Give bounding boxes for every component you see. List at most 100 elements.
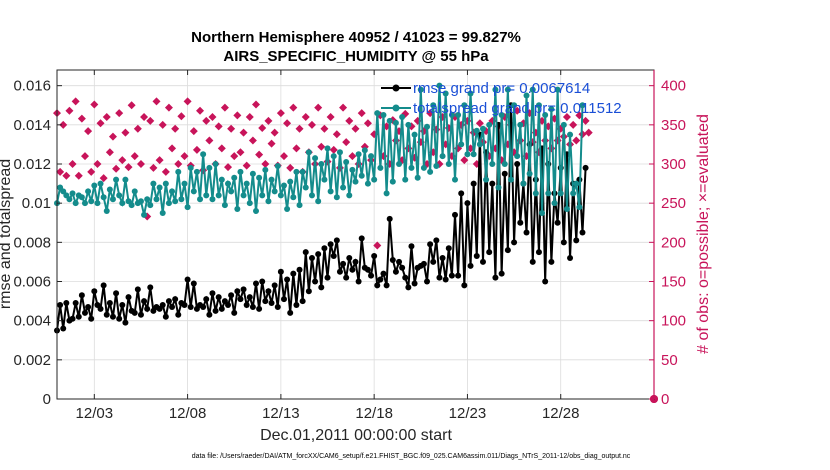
obs-evaluated-marker	[140, 113, 149, 121]
totalspread-point	[66, 196, 73, 203]
legend: rmse grand pr= 0.0067614 totalspread gran…	[381, 80, 622, 117]
totalspread-point	[305, 149, 312, 156]
totalspread-point	[479, 125, 486, 132]
rmse-point	[489, 180, 496, 187]
obs-evaluated-point	[286, 163, 295, 172]
rmse-point	[113, 290, 120, 297]
obs-evaluated-marker	[149, 163, 158, 172]
totalspread-point	[424, 123, 431, 130]
rmse-point	[81, 309, 88, 316]
totalspread-point	[225, 180, 232, 187]
totalspread-point	[184, 204, 191, 211]
obs-evaluated-point	[261, 160, 270, 168]
rmse-point	[486, 249, 493, 256]
y-tick-label: 0	[43, 391, 51, 408]
rmse-point	[119, 302, 126, 308]
rmse-point	[237, 296, 244, 303]
totalspread-point	[271, 188, 278, 195]
obs-evaluated-point	[460, 156, 469, 165]
totalspread-point	[109, 196, 116, 203]
rmse-point	[430, 258, 437, 265]
totalspread-point	[100, 194, 107, 201]
obs-evaluated-marker	[320, 124, 329, 133]
totalspread-point	[486, 121, 493, 128]
totalspread-point	[507, 176, 514, 183]
obs-evaluated-point	[348, 152, 357, 161]
obs-evaluated-marker	[329, 145, 338, 154]
obs-evaluated-point	[572, 136, 581, 145]
obs-evaluated-marker	[62, 171, 71, 180]
rmse-point	[324, 274, 331, 281]
totalspread-point	[137, 198, 144, 205]
obs-evaluated-marker	[68, 160, 77, 168]
obs-evaluated-point	[205, 136, 214, 145]
obs-evaluated-marker	[345, 116, 354, 125]
totalspread-point	[567, 131, 574, 138]
totalspread-point	[511, 102, 518, 109]
totalspread-point	[405, 121, 412, 128]
obs-evaluated-marker	[161, 167, 170, 176]
obs-evaluated-point	[87, 167, 96, 176]
obs-evaluated-marker	[373, 241, 382, 250]
obs-evaluated-marker	[65, 106, 74, 115]
rmse-point	[455, 272, 462, 279]
rmse-point	[492, 274, 499, 281]
chart-title-line1: Northern Hemisphere 40952 / 41023 = 99.8…	[191, 29, 521, 46]
rmse-point	[172, 296, 179, 303]
rmse-point	[542, 278, 549, 285]
obs-evaluated-point	[357, 109, 366, 118]
obs-evaluated-point	[74, 171, 83, 180]
totalspread-point	[321, 176, 328, 183]
totalspread-point	[408, 164, 415, 171]
totalspread-point	[119, 200, 126, 207]
rmse-point	[147, 284, 154, 291]
totalspread-point	[231, 174, 238, 181]
rmse-point	[109, 313, 116, 320]
totalspread-point	[361, 147, 368, 154]
totalspread-point	[520, 180, 527, 187]
obs-evaluated-point	[102, 113, 111, 121]
obs-evaluated-marker	[357, 109, 366, 118]
totalspread-point	[131, 188, 138, 195]
obs-evaluated-marker	[118, 156, 127, 165]
obs-evaluated-marker	[264, 116, 273, 125]
obs-evaluated-point	[345, 116, 354, 125]
rmse-point	[280, 296, 287, 303]
obs-evaluated-point	[584, 128, 593, 137]
rmse-point	[315, 251, 322, 258]
totalspread-point	[277, 192, 284, 199]
obs-evaluated-marker	[136, 160, 145, 168]
rmse-point	[517, 219, 524, 226]
obs-evaluated-point	[242, 161, 251, 170]
totalspread-point	[461, 102, 468, 109]
totalspread-point	[433, 162, 440, 169]
totalspread-point	[532, 190, 539, 197]
totalspread-point	[560, 121, 567, 128]
totalspread-point	[315, 198, 322, 205]
obs-evaluated-point	[236, 148, 245, 157]
rmse-point	[399, 264, 406, 271]
rmse-point	[100, 282, 107, 289]
x-tick-label: 12/23	[449, 405, 487, 422]
obs-evaluated-marker	[258, 123, 267, 132]
y-right-tick-label: 0	[661, 391, 669, 408]
totalspread-point	[165, 200, 172, 207]
obs-evaluated-marker	[214, 122, 223, 131]
totalspread-point	[498, 112, 505, 119]
y-tick-label: 0.016	[13, 78, 51, 95]
rmse-point	[262, 298, 269, 305]
totalspread-point	[452, 176, 458, 183]
totalspread-point	[371, 176, 378, 183]
obs-evaluated-point	[130, 152, 139, 161]
chart-title-line2: AIRS_SPECIFIC_HUMIDITY @ 55 hPa	[223, 48, 489, 65]
obs-evaluated-marker	[71, 97, 80, 106]
totalspread-point	[579, 102, 586, 109]
totalspread-point	[150, 180, 157, 187]
rmse-point	[302, 249, 309, 256]
obs-evaluated-point	[124, 163, 133, 172]
obs-evaluated-point	[93, 160, 102, 168]
obs-evaluated-point	[196, 106, 205, 115]
obs-evaluated-marker	[192, 145, 201, 154]
totalspread-point	[504, 86, 511, 93]
rmse-point	[141, 298, 148, 305]
